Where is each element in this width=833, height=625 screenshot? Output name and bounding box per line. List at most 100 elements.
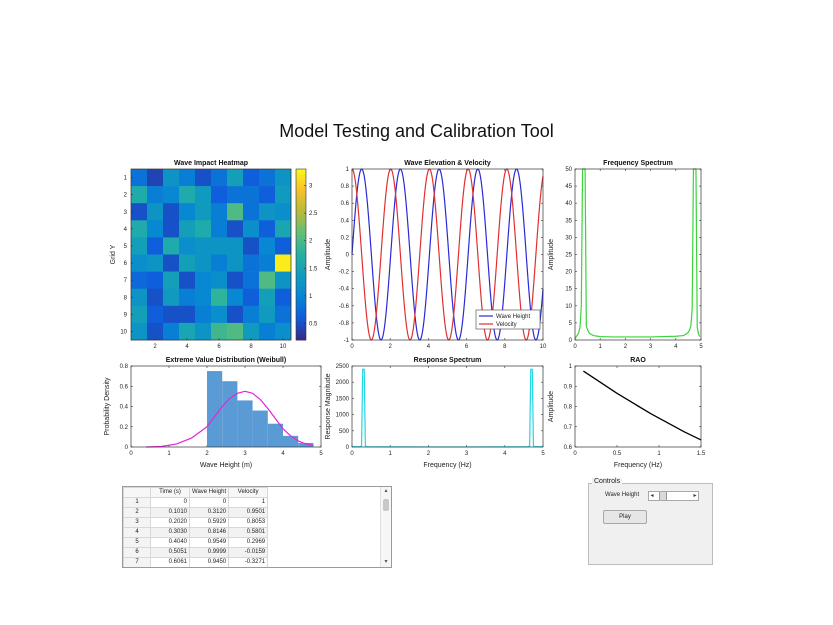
heatmap-cell (243, 237, 260, 255)
x-tick-label: 2 (205, 451, 209, 457)
table-cell[interactable]: 0.9999 (188, 547, 230, 558)
heatmap-cell (163, 322, 180, 341)
table-cell[interactable]: 0 (150, 497, 190, 508)
heatmap-cell (163, 203, 180, 221)
y-tick-label: 40 (565, 201, 572, 207)
table-row[interactable]: 4 0.3030 0.8146 0.5801 (123, 527, 269, 538)
colorbar-segment (296, 174, 306, 178)
table-cell[interactable]: 0.6061 (150, 557, 190, 567)
heatmap-cell (147, 220, 164, 238)
scroll-up-icon[interactable]: ▴ (384, 488, 388, 494)
heatmap-cell (163, 186, 180, 204)
data-table[interactable]: Time (s) Wave Height Velocity 1 0 0 1 2 0.101… (122, 486, 392, 568)
table-cell[interactable]: 0.9450 (188, 557, 230, 567)
y-tick-label: 5 (124, 244, 128, 250)
column-header[interactable]: Wave Height (188, 487, 230, 498)
heatmap-cell (179, 203, 196, 221)
y-axis-label: Amplitude (548, 239, 555, 270)
colorbar-segment (296, 311, 306, 315)
heatmap-cell (163, 169, 180, 187)
colorbar-tick-label: 1.5 (309, 266, 318, 272)
table-row[interactable]: 2 0.1010 0.3120 0.9501 (123, 507, 269, 518)
table-cell[interactable]: 0 (188, 497, 230, 508)
table-cell[interactable]: -0.3271 (228, 557, 269, 567)
table-row[interactable]: 5 0.4040 0.9549 0.2969 (123, 537, 269, 548)
colorbar-segment (296, 211, 306, 215)
x-tick-label: 3 (243, 451, 247, 457)
table-cell[interactable]: 0.2020 (150, 517, 190, 528)
table-cell[interactable]: 0.8053 (228, 517, 269, 528)
x-tick-label: 0.5 (613, 451, 622, 457)
table-header-row: Time (s) Wave Height Velocity (123, 487, 269, 498)
heatmap-cell (195, 237, 212, 255)
play-button[interactable]: Play (603, 510, 647, 524)
colorbar-segment (296, 294, 306, 298)
table-row[interactable]: 6 0.5051 0.9999 -0.0159 (123, 547, 269, 558)
column-header[interactable]: Time (s) (150, 487, 190, 498)
rao-line (583, 370, 702, 441)
colorbar-segment (296, 231, 306, 235)
heatmap-cell (227, 169, 244, 187)
heatmap-cell (195, 288, 212, 307)
table-cell[interactable]: 0.8146 (188, 527, 230, 538)
table-cell[interactable]: 0.5929 (188, 517, 230, 528)
y-tick-label: 20 (565, 270, 572, 276)
table-row[interactable]: 7 0.6061 0.9450 -0.3271 (123, 557, 269, 567)
heatmap-cell (243, 254, 260, 272)
slider-right-arrow-icon[interactable]: ▸ (693, 493, 697, 499)
heatmap-cell (147, 169, 164, 187)
heatmap-cell (147, 305, 164, 324)
table-cell[interactable]: 0.9549 (188, 537, 230, 548)
table-cell[interactable]: 0.1010 (150, 507, 190, 518)
colorbar-segment (296, 285, 306, 290)
table-cell[interactable]: 0.3030 (150, 527, 190, 538)
colorbar-segment (296, 302, 306, 307)
heatmap-cell (195, 220, 212, 238)
heatmap-cell (179, 237, 196, 255)
y-tick-label: 30 (565, 235, 572, 241)
column-header[interactable]: Velocity (228, 487, 269, 498)
table-cell[interactable]: -0.0159 (228, 547, 269, 558)
table-cell[interactable]: 0.9501 (228, 507, 269, 518)
heatmap-cell (195, 322, 212, 341)
table-cell[interactable]: 0.5801 (228, 527, 269, 538)
heatmap-cell (147, 237, 164, 255)
colorbar-segment (296, 274, 306, 278)
heatmap-cell (163, 220, 180, 238)
heatmap-cell (275, 305, 292, 324)
colorbar-segment (296, 203, 306, 207)
heatmap-cell (243, 288, 260, 307)
x-tick-label: 2 (624, 344, 628, 350)
table-row[interactable]: 3 0.2020 0.5929 0.8053 (123, 517, 269, 528)
heatmap-cell (227, 254, 244, 272)
legend-label: Wave Height (496, 314, 530, 320)
colorbar-segment (296, 257, 306, 261)
colorbar-tick-label: 2.5 (309, 211, 318, 217)
table-cell[interactable]: 0.3120 (188, 507, 230, 518)
colorbar-segment (296, 234, 306, 238)
colorbar-tick-label: 0.5 (309, 321, 318, 327)
heatmap-cell (163, 237, 180, 255)
histogram-bar (237, 400, 253, 447)
slider-thumb[interactable] (659, 492, 668, 500)
heatmap-cell (195, 203, 212, 221)
table-cell[interactable]: 0.2969 (228, 537, 269, 548)
colorbar-segment (296, 271, 306, 275)
colorbar-segment (296, 337, 306, 341)
colorbar-segment (296, 328, 306, 332)
x-tick-label: 0 (129, 451, 133, 457)
table-cell[interactable]: 0.4040 (150, 537, 190, 548)
table-scrollbar[interactable]: ▴ ▾ (380, 487, 391, 567)
scroll-down-icon[interactable]: ▾ (384, 559, 388, 565)
slider-left-arrow-icon[interactable]: ◂ (650, 493, 654, 499)
scroll-thumb[interactable] (383, 499, 389, 511)
heatmap-cell (195, 305, 212, 324)
heatmap-cell (131, 288, 148, 307)
table-cell[interactable]: 1 (228, 497, 269, 508)
wave-height-slider[interactable]: ◂ ▸ (648, 491, 699, 501)
table-cell[interactable]: 0.5051 (150, 547, 190, 558)
chart-title: Response Spectrum (414, 357, 482, 364)
